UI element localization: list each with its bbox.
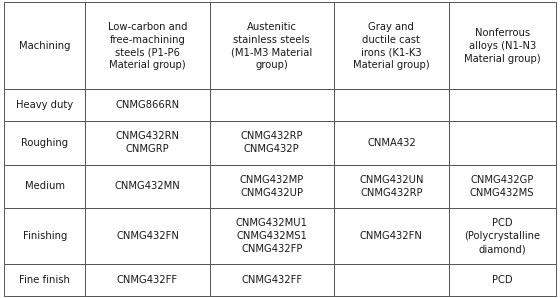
Bar (449, 208, 556, 264)
Bar (449, 164, 556, 208)
Bar (4, 2, 85, 89)
Bar (209, 121, 334, 164)
Bar (209, 208, 334, 264)
Text: CNMG432MN: CNMG432MN (115, 181, 180, 191)
Text: Finishing: Finishing (23, 231, 67, 241)
Bar (334, 2, 449, 89)
Bar (4, 264, 85, 296)
Bar (449, 264, 556, 296)
Bar (449, 89, 556, 121)
Bar (85, 208, 209, 264)
Bar (4, 121, 85, 164)
Text: Roughing: Roughing (21, 138, 68, 148)
Bar (85, 2, 209, 89)
Text: PCD
(Polycrystalline
diamond): PCD (Polycrystalline diamond) (464, 218, 540, 254)
Text: Low-carbon and
free-machining
steels (P1-P6
Material group): Low-carbon and free-machining steels (P1… (108, 22, 187, 70)
Bar (334, 89, 449, 121)
Text: CNMA432: CNMA432 (367, 138, 416, 148)
Text: CNMG432RN
CNMGRP: CNMG432RN CNMGRP (115, 131, 180, 154)
Text: Gray and
ductile cast
irons (K1-K3
Material group): Gray and ductile cast irons (K1-K3 Mater… (353, 22, 430, 70)
Text: Machining: Machining (19, 41, 71, 51)
Bar (4, 164, 85, 208)
Bar (85, 264, 209, 296)
Bar (209, 89, 334, 121)
Bar (334, 164, 449, 208)
Bar (4, 208, 85, 264)
Text: CNMG432GP
CNMG432MS: CNMG432GP CNMG432MS (470, 175, 534, 198)
Bar (4, 89, 85, 121)
Text: CNMG432FN: CNMG432FN (360, 231, 423, 241)
Text: CNMG432FF: CNMG432FF (241, 275, 302, 285)
Bar (85, 121, 209, 164)
Text: Medium: Medium (25, 181, 65, 191)
Text: Fine finish: Fine finish (20, 275, 71, 285)
Bar (449, 121, 556, 164)
Text: CNMG432FN: CNMG432FN (116, 231, 179, 241)
Text: CNMG432RP
CNMG432P: CNMG432RP CNMG432P (241, 131, 303, 154)
Bar (334, 264, 449, 296)
Text: CNMG432UN
CNMG432RP: CNMG432UN CNMG432RP (359, 175, 423, 198)
Text: CNMG432MU1
CNMG432MS1
CNMG432FP: CNMG432MU1 CNMG432MS1 CNMG432FP (236, 218, 308, 254)
Text: Heavy duty: Heavy duty (16, 100, 73, 110)
Text: CNMG432MP
CNMG432UP: CNMG432MP CNMG432UP (240, 175, 304, 198)
Text: Austenitic
stainless steels
(M1-M3 Material
group): Austenitic stainless steels (M1-M3 Mater… (231, 22, 312, 70)
Text: CNMG432FF: CNMG432FF (117, 275, 178, 285)
Text: CNMG866RN: CNMG866RN (115, 100, 180, 110)
Bar (85, 89, 209, 121)
Bar (209, 164, 334, 208)
Bar (85, 164, 209, 208)
Bar (449, 2, 556, 89)
Bar (209, 2, 334, 89)
Bar (209, 264, 334, 296)
Bar (334, 208, 449, 264)
Text: Nonferrous
alloys (N1-N3
Material group): Nonferrous alloys (N1-N3 Material group) (464, 28, 540, 64)
Text: PCD: PCD (492, 275, 512, 285)
Bar (334, 121, 449, 164)
